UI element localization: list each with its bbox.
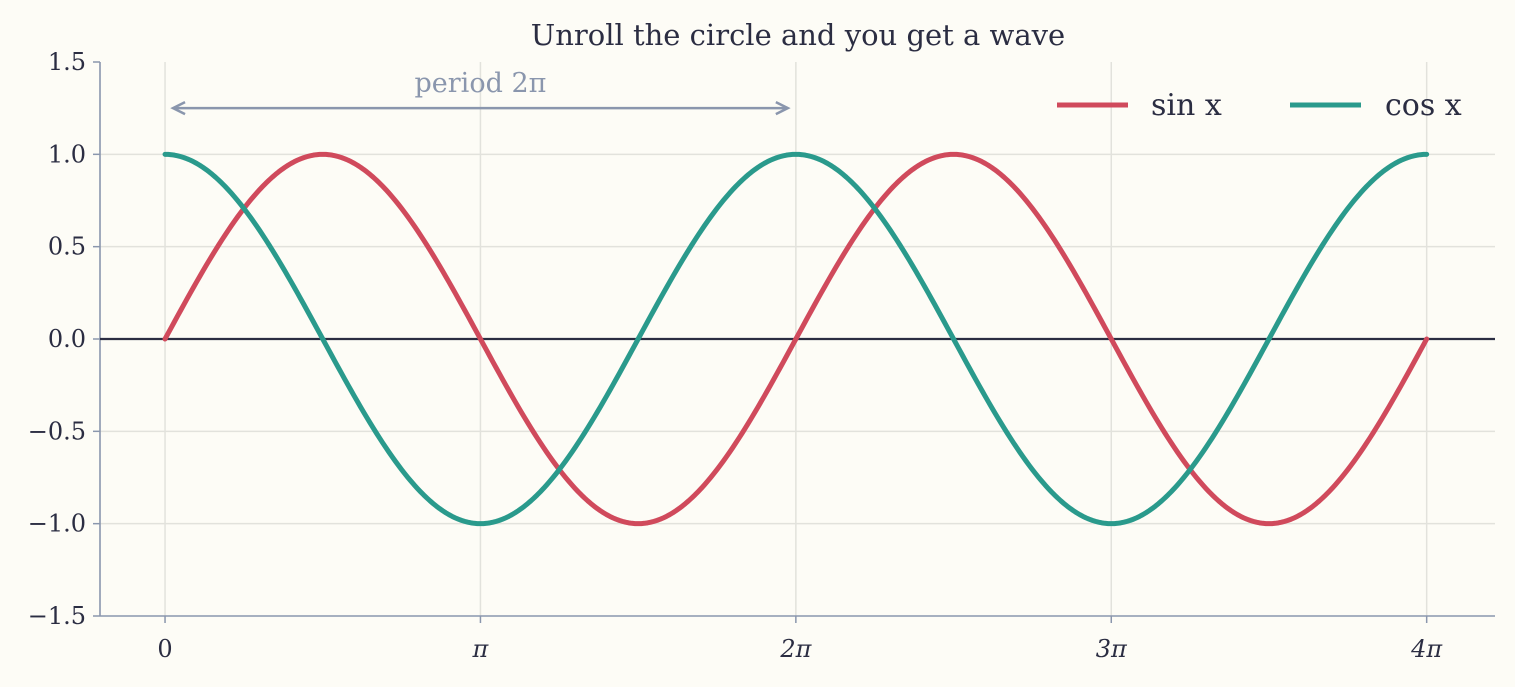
series-line-cos [162, 151, 1430, 527]
x-tick-label: 2π [779, 635, 812, 663]
period-annotation-label: period 2π [415, 68, 547, 99]
y-tick-label: 0.5 [48, 233, 86, 261]
legend-label-cos: cos x [1385, 88, 1462, 123]
legend-label-sin: sin x [1151, 88, 1222, 123]
y-tick-label: −0.5 [28, 417, 86, 445]
y-tick-label: −1.0 [28, 510, 86, 538]
series-line-sin [162, 151, 1430, 527]
x-tick-label: 3π [1096, 635, 1128, 663]
series [162, 151, 1430, 527]
x-tick-label: 0 [157, 635, 172, 663]
y-tick-label: 1.0 [48, 140, 86, 168]
y-tick-label: −1.5 [28, 602, 86, 630]
x-tick-label: π [472, 635, 490, 663]
x-tick-label: 4π [1410, 635, 1443, 663]
y-tick-label: 1.5 [48, 48, 86, 76]
y-tick-label: 0.0 [48, 325, 86, 353]
annotations: period 2π [170, 68, 791, 116]
legend: sin x cos x [1057, 88, 1462, 123]
chart-title: Unroll the circle and you get a wave [531, 18, 1065, 52]
period-arrow-left-head [170, 101, 186, 116]
period-arrow-right-head [775, 101, 791, 116]
ticks: 1.5 1.0 0.5 0.0 −0.5 −1.0 −1.5 0 π 2π 3π 4π [28, 48, 1444, 663]
